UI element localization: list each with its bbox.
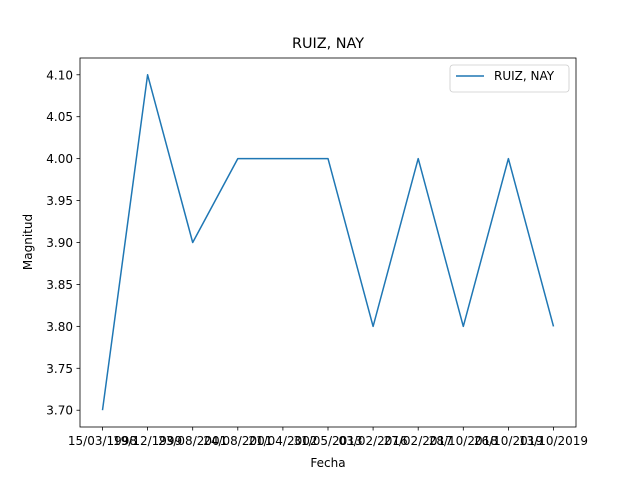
legend-label: RUIZ, NAY bbox=[494, 69, 555, 83]
chart-title: RUIZ, NAY bbox=[292, 36, 364, 52]
y-tick-label: 3.85 bbox=[46, 278, 73, 292]
x-axis-label: Fecha bbox=[310, 456, 345, 470]
x-tick-label: 23/08/2001 bbox=[158, 434, 227, 448]
plot-area: 3.70 3.75 3.80 3.85 3.90 3.95 4.00 4.05 4.10 15/0… bbox=[46, 68, 588, 448]
x-tick-label: 26/10/2019 bbox=[474, 434, 543, 448]
y-tick-label: 3.75 bbox=[46, 362, 73, 376]
y-tick-label: 4.10 bbox=[46, 68, 73, 82]
y-tick-label: 3.80 bbox=[46, 320, 73, 334]
plot-frame bbox=[79, 57, 577, 428]
legend-box bbox=[449, 64, 570, 93]
y-tick-label: 3.90 bbox=[46, 236, 73, 250]
y-axis-label: Magnitud bbox=[21, 214, 35, 270]
y-tick-label: 4.00 bbox=[46, 152, 73, 166]
x-tick-label: 28/10/2018 bbox=[429, 434, 498, 448]
x-tick-label: 13/10/2019 bbox=[519, 434, 588, 448]
x-tick-label: 21/04/2002 bbox=[248, 434, 317, 448]
x-tick-label: 27/02/2017 bbox=[384, 434, 453, 448]
x-tick-label: 15/03/1998 bbox=[68, 434, 137, 448]
series-line-0 bbox=[101, 74, 555, 411]
x-tick-label: 19/12/1999 bbox=[113, 434, 182, 448]
y-tick-label: 3.95 bbox=[46, 194, 73, 208]
x-tick-label: 31/05/2013 bbox=[293, 434, 362, 448]
legend: RUIZ, NAY bbox=[449, 64, 570, 93]
x-tick-label: 24/08/2001 bbox=[203, 434, 272, 448]
y-tick-label: 4.05 bbox=[46, 110, 73, 124]
x-tick-label: 03/02/2016 bbox=[339, 434, 408, 448]
y-tick-label: 3.70 bbox=[46, 404, 73, 418]
